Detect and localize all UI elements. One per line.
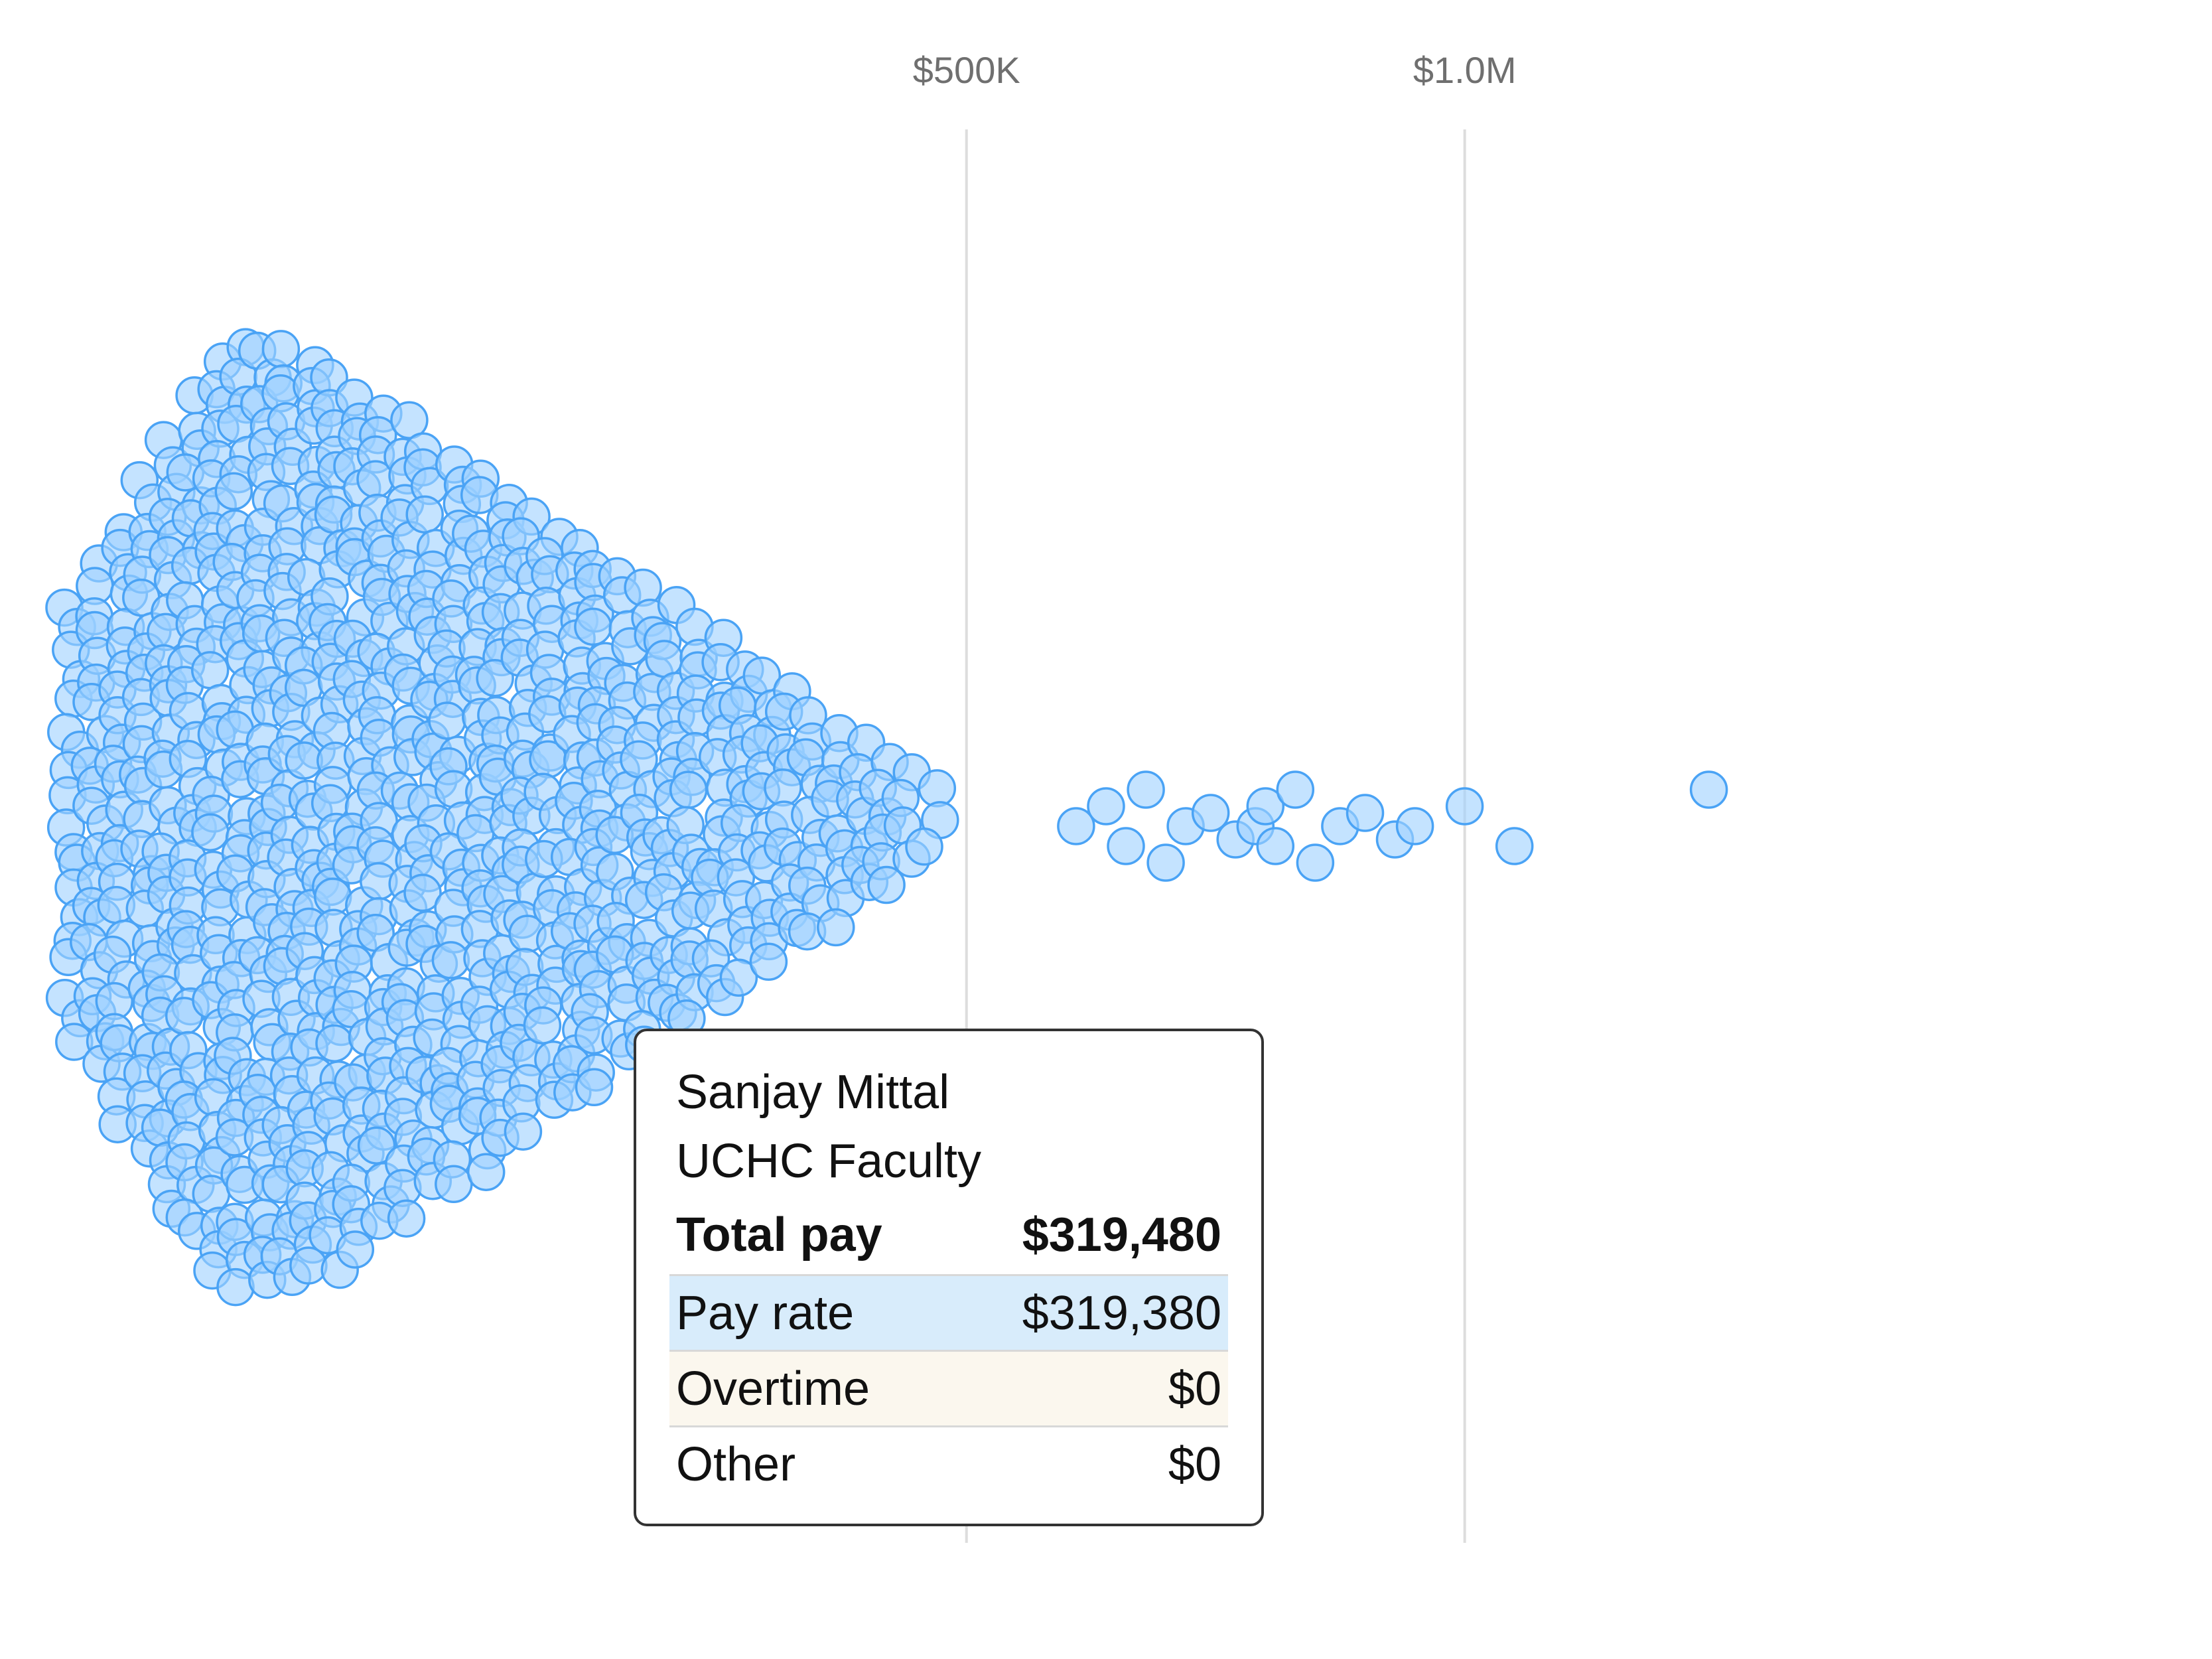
data-point[interactable]: [504, 1112, 543, 1151]
data-point[interactable]: [1127, 770, 1165, 809]
data-point[interactable]: [1146, 843, 1185, 882]
data-point[interactable]: [1689, 770, 1728, 809]
data-point[interactable]: [574, 607, 612, 646]
data-point[interactable]: [403, 873, 442, 912]
tooltip-name: Sanjay Mittal: [676, 1066, 950, 1119]
data-point[interactable]: [575, 1068, 614, 1107]
data-point[interactable]: [214, 472, 253, 510]
data-point[interactable]: [390, 401, 429, 439]
data-point[interactable]: [1495, 827, 1534, 865]
data-point[interactable]: [1296, 843, 1335, 882]
tooltip-department: UCHC Faculty: [676, 1135, 982, 1188]
data-point[interactable]: [1107, 827, 1145, 865]
data-point[interactable]: [261, 330, 301, 368]
data-point[interactable]: [1395, 807, 1434, 845]
data-point[interactable]: [645, 640, 683, 678]
tooltip-total-label: Total pay: [676, 1208, 882, 1262]
tooltip-other-label: Other: [676, 1437, 796, 1491]
data-point[interactable]: [336, 1230, 375, 1269]
tooltip-overtime-value: $0: [1168, 1362, 1221, 1415]
data-point[interactable]: [918, 769, 957, 808]
x-tick-label: $500K: [913, 49, 1020, 91]
data-point[interactable]: [1445, 787, 1484, 826]
tooltip-payrate-label: Pay rate: [676, 1286, 855, 1340]
employee-tooltip: Sanjay Mittal UCHC Faculty Total pay $31…: [634, 1029, 1264, 1526]
data-point[interactable]: [428, 701, 466, 740]
tooltip-overtime-row: Overtime $0: [669, 1350, 1228, 1425]
tooltip-payrate-row: Pay rate $319,380: [669, 1274, 1228, 1350]
data-point[interactable]: [435, 1165, 473, 1204]
data-point[interactable]: [387, 1199, 426, 1238]
tooltip-other-value: $0: [1168, 1437, 1221, 1491]
tooltip-other-row: Other $0: [669, 1425, 1228, 1501]
data-point[interactable]: [523, 1006, 562, 1045]
data-point[interactable]: [817, 908, 855, 947]
data-point[interactable]: [749, 942, 788, 981]
data-point[interactable]: [669, 770, 708, 809]
tooltip-total-value: $319,480: [1022, 1208, 1221, 1262]
data-point[interactable]: [431, 941, 470, 979]
tooltip-overtime-label: Overtime: [676, 1362, 870, 1415]
data-point[interactable]: [315, 1024, 354, 1062]
data-point[interactable]: [905, 828, 943, 866]
data-point[interactable]: [466, 1153, 506, 1191]
data-point[interactable]: [190, 651, 230, 689]
tooltip-payrate-value: $319,380: [1022, 1286, 1221, 1340]
data-point[interactable]: [1346, 794, 1385, 832]
data-point[interactable]: [476, 658, 514, 697]
data-point[interactable]: [764, 768, 802, 807]
tooltip-total-row: Total pay $319,480: [669, 1196, 1228, 1274]
data-point[interactable]: [1276, 770, 1315, 809]
data-point[interactable]: [1246, 787, 1285, 826]
data-point[interactable]: [867, 865, 906, 904]
data-point[interactable]: [1057, 807, 1095, 845]
dots-layer: [45, 328, 1728, 1307]
data-point[interactable]: [1191, 794, 1230, 832]
x-tick-label: $1.0M: [1413, 49, 1517, 91]
data-point[interactable]: [1256, 827, 1295, 865]
data-point[interactable]: [405, 495, 444, 534]
data-point[interactable]: [191, 813, 230, 851]
data-point[interactable]: [1087, 787, 1125, 826]
data-point[interactable]: [719, 958, 758, 997]
data-point[interactable]: [216, 1267, 255, 1307]
